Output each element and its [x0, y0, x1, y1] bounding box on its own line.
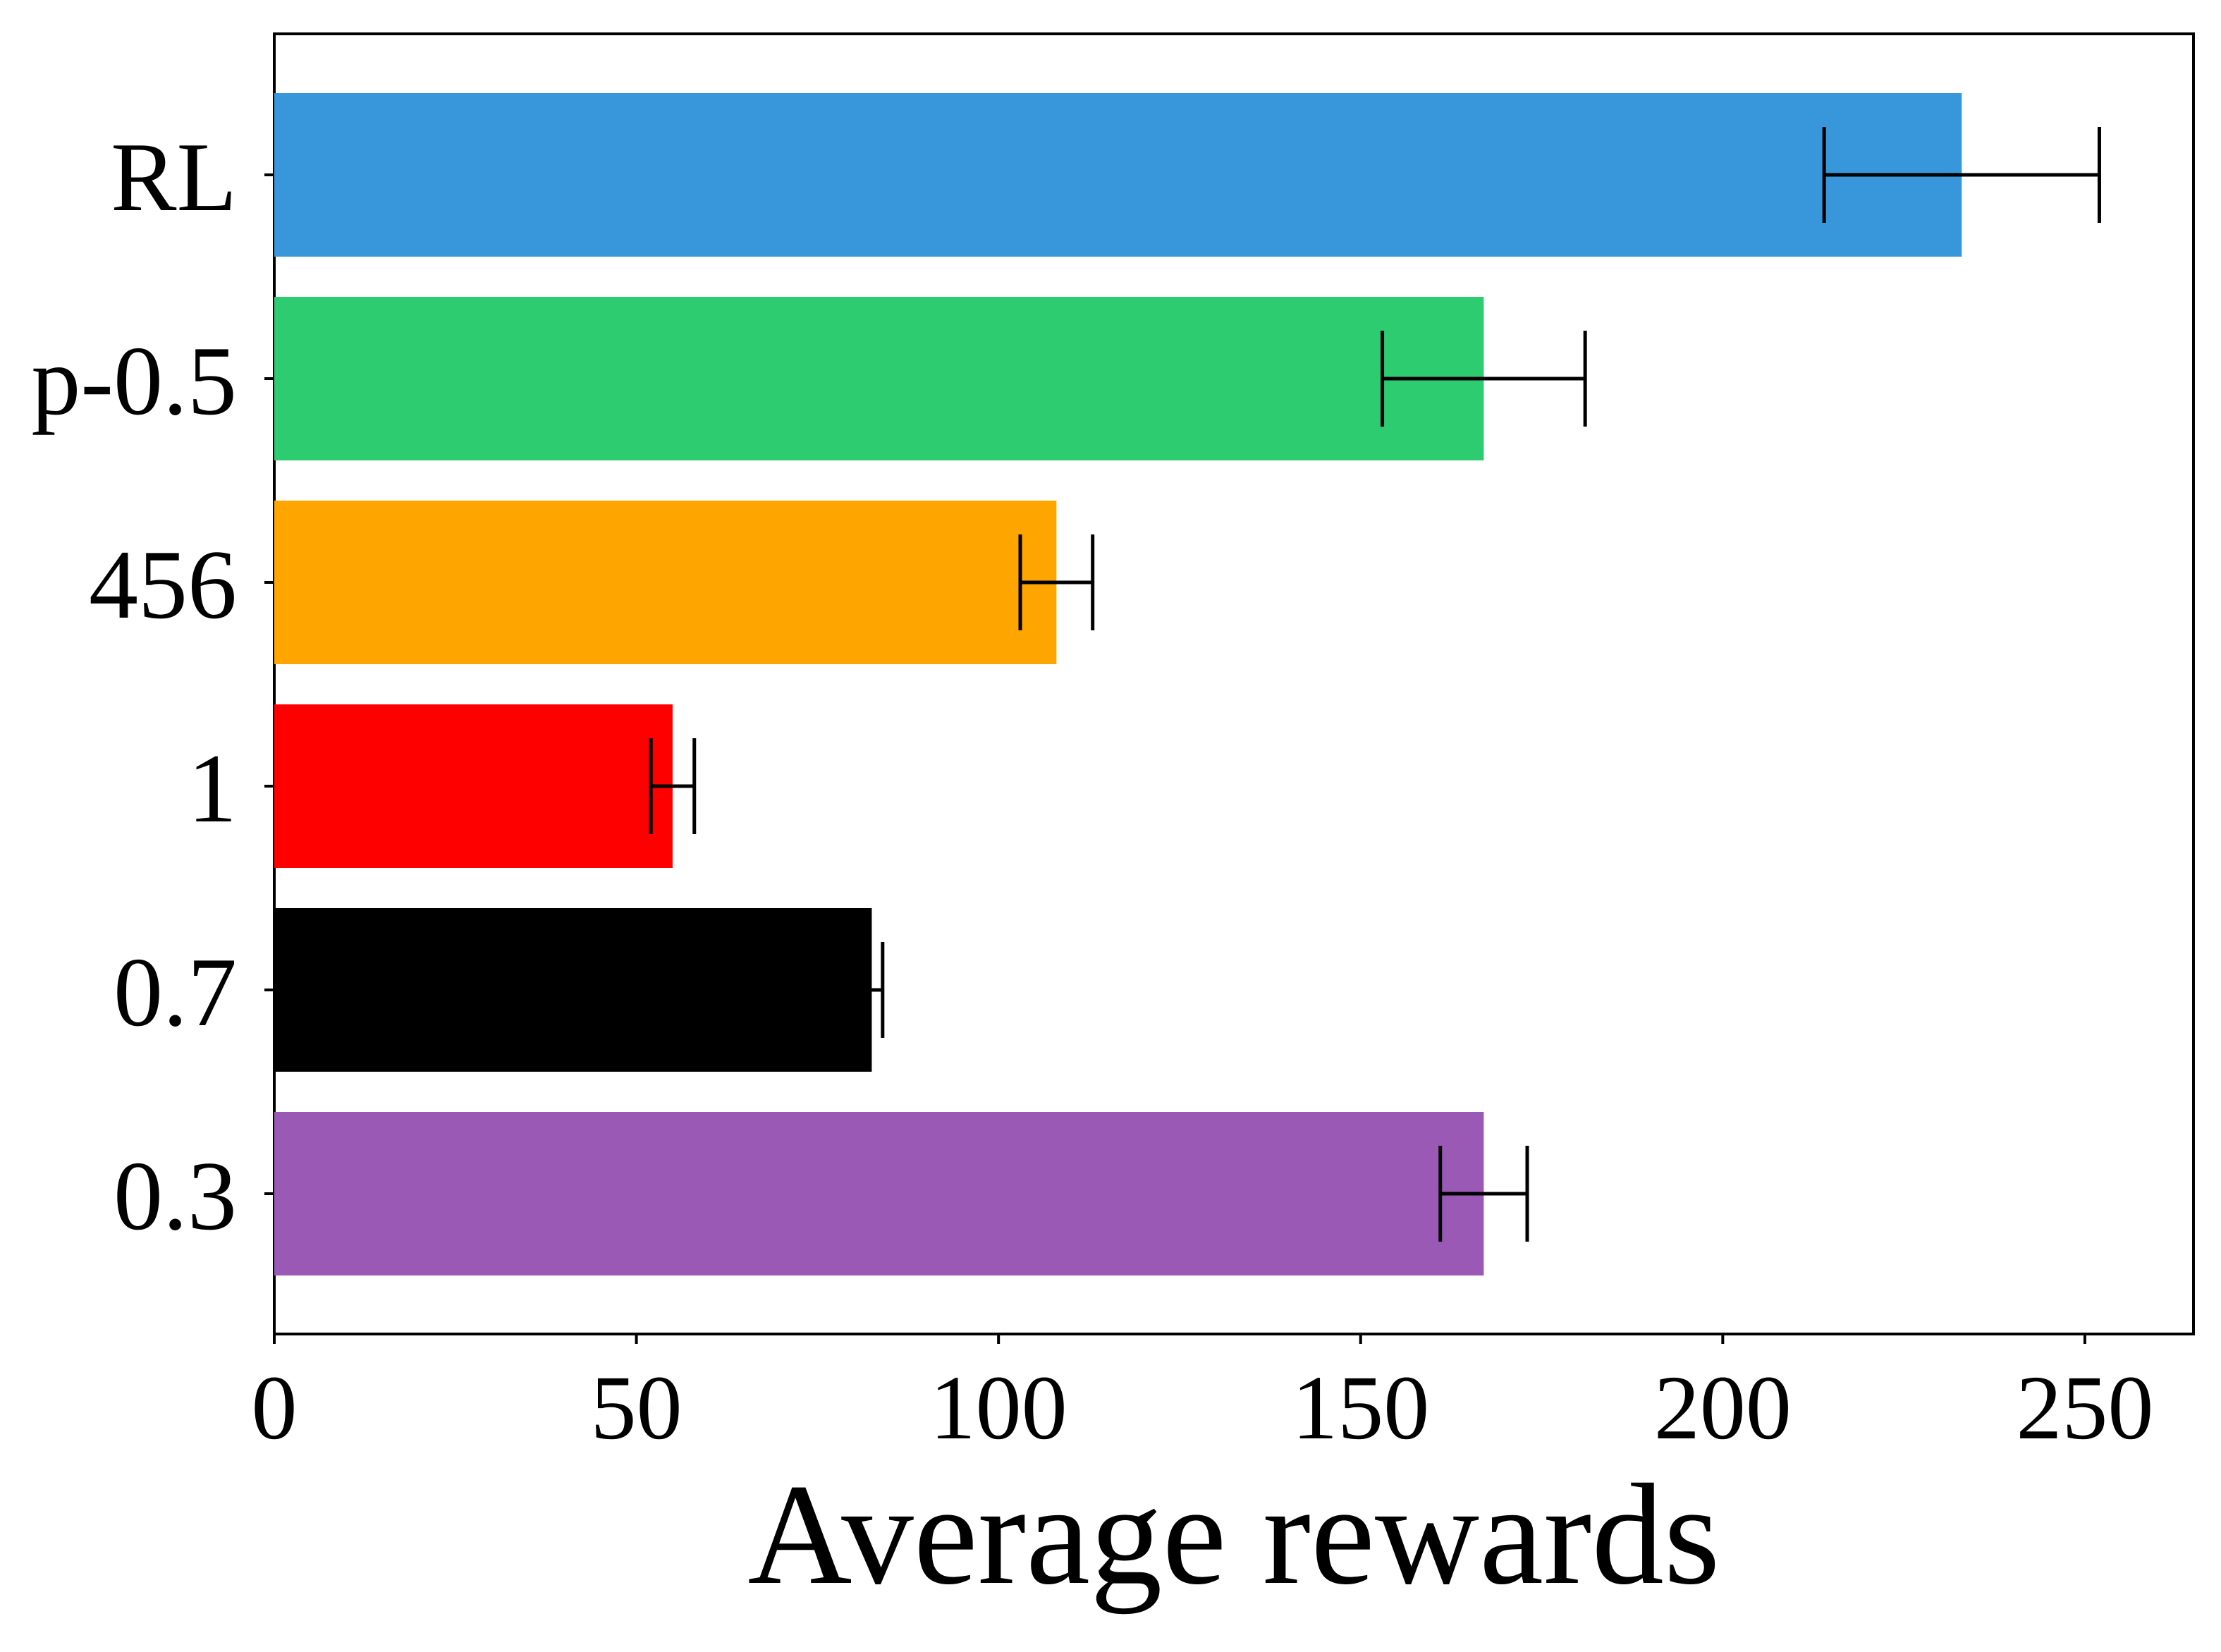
- bar-5: [274, 1112, 1484, 1275]
- error-bars: [649, 127, 2101, 1242]
- bar-0: [274, 93, 1962, 257]
- bars: [274, 93, 1962, 1275]
- x-tick-label-0: 0: [252, 1357, 298, 1459]
- y-tick-label-5: 0.3: [114, 1142, 237, 1251]
- bar-1: [274, 297, 1484, 460]
- x-tick-label-1: 50: [591, 1357, 683, 1459]
- y-tick-label-0: RL: [111, 123, 237, 232]
- y-axis: RL p-0.5 456 1 0.7 0.3: [31, 123, 274, 1251]
- bar-3: [274, 704, 673, 868]
- plot-frame: [273, 32, 2195, 1335]
- x-tick-label-3: 150: [1292, 1357, 1429, 1459]
- y-tick-label-2: 456: [89, 530, 237, 640]
- y-tick-label-3: 1: [188, 734, 237, 843]
- x-tick-label-2: 100: [930, 1357, 1067, 1459]
- x-tick-label-5: 250: [2016, 1357, 2153, 1459]
- y-tick-label-4: 0.7: [114, 938, 237, 1047]
- x-tick-label-4: 200: [1654, 1357, 1792, 1459]
- bar-2: [274, 501, 1057, 664]
- y-tick-label-1: p-0.5: [31, 326, 237, 436]
- bar-4: [274, 908, 872, 1072]
- x-axis: 0 50 100 150 200 250: [252, 1334, 2153, 1459]
- x-axis-label: Average rewards: [747, 1455, 1720, 1615]
